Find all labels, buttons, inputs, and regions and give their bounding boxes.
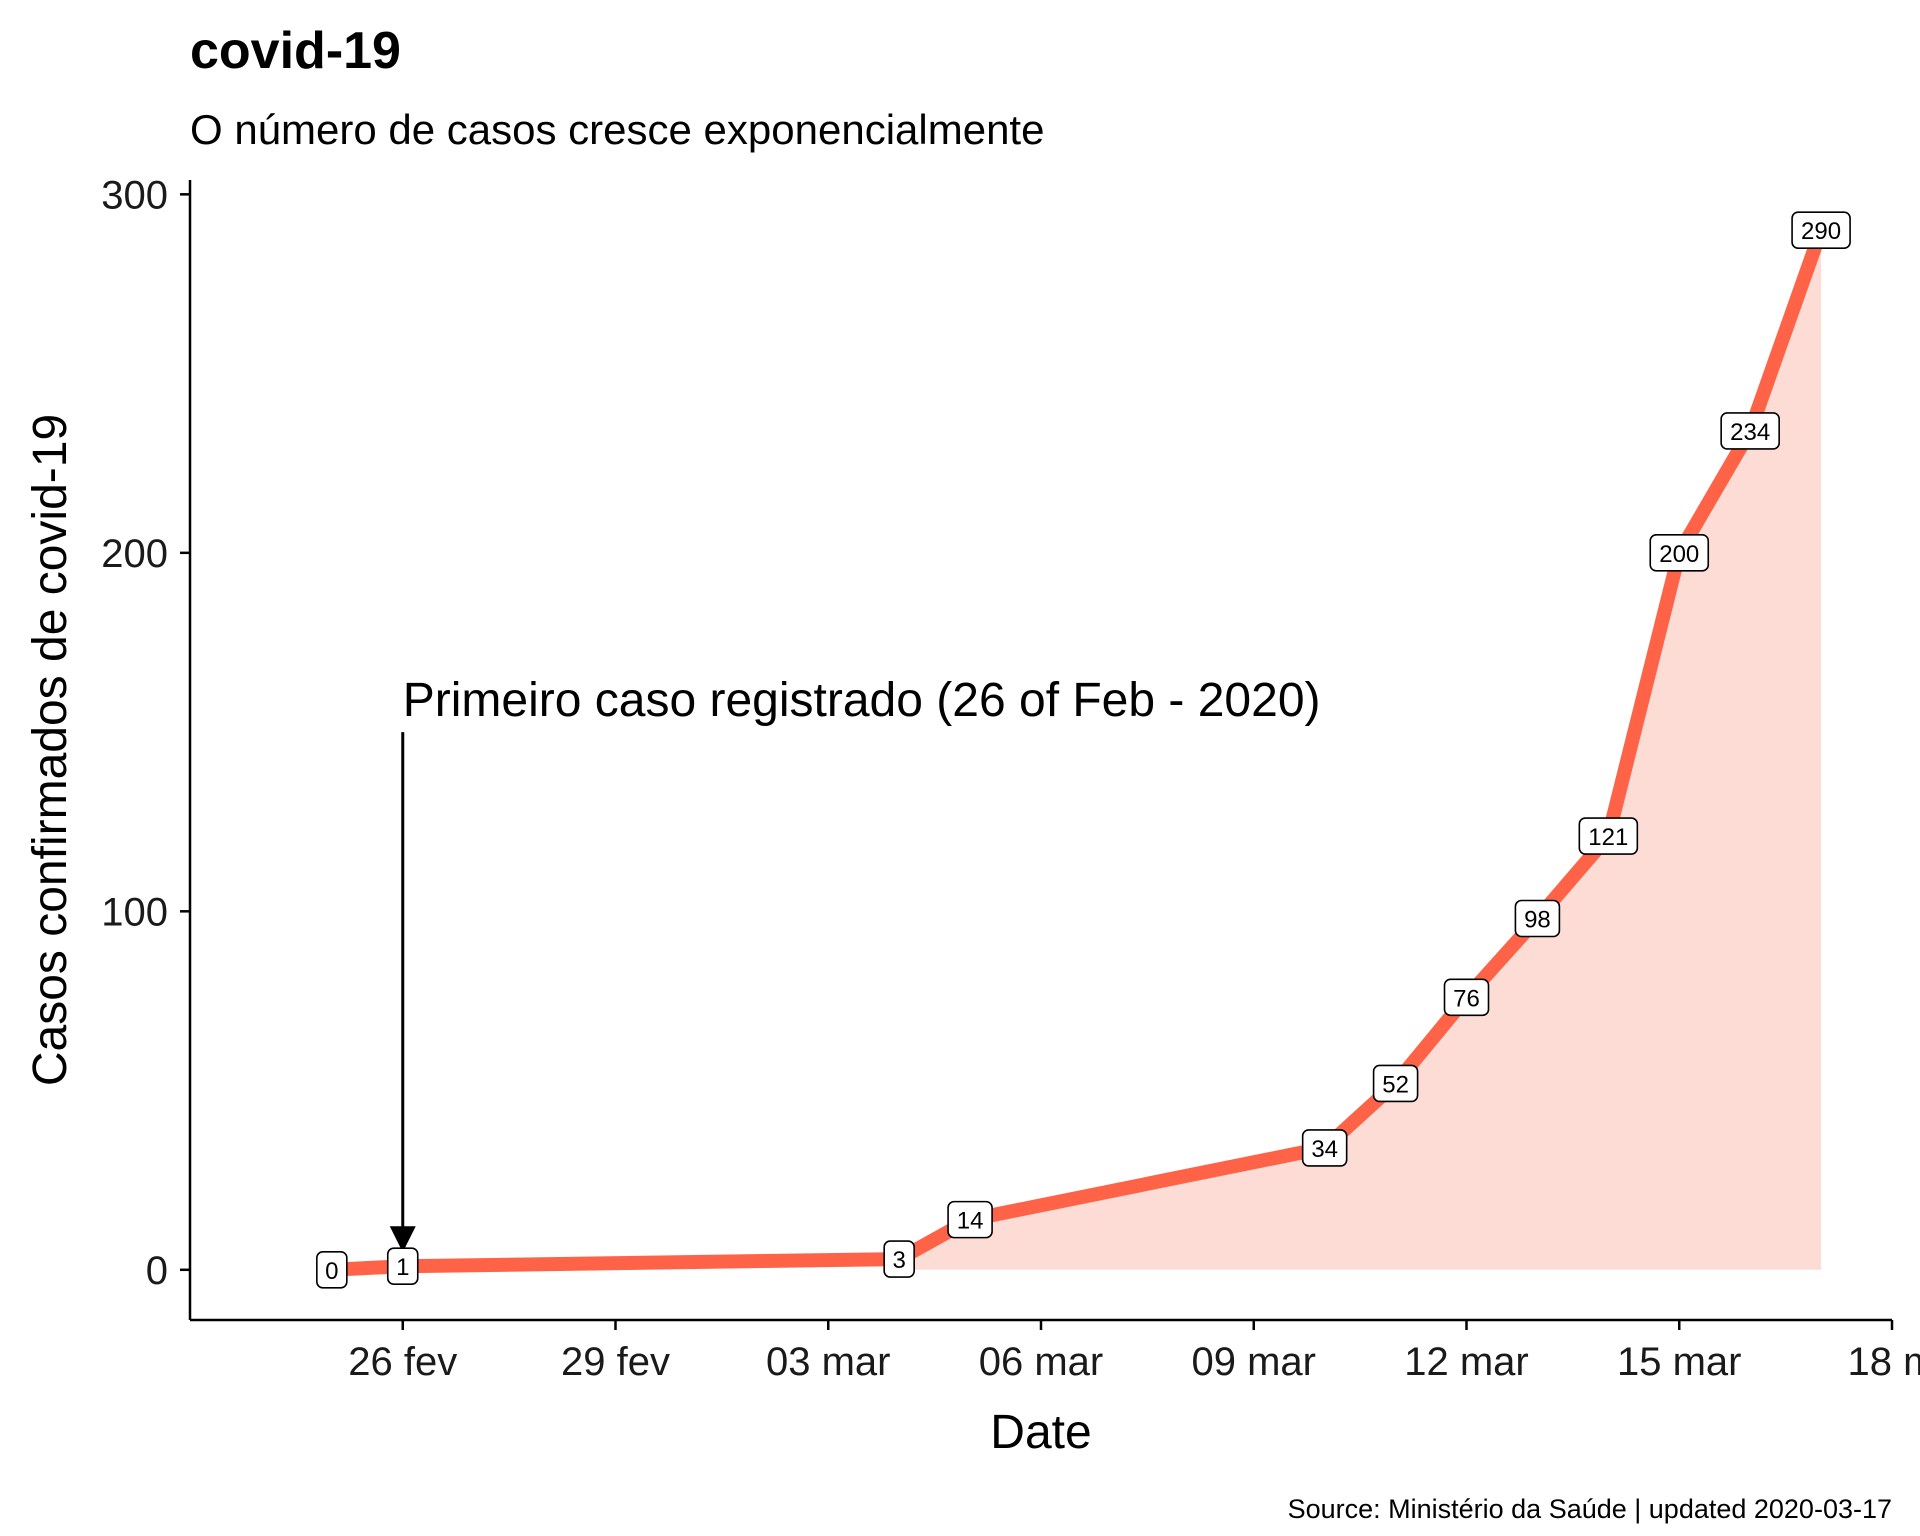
- data-label-box: [1301, 1129, 1348, 1167]
- annotation-arrow-head: [389, 1226, 416, 1253]
- annotation-text: Primeiro caso registrado (26 of Feb - 20…: [403, 674, 1321, 727]
- data-label-box: [1372, 1064, 1419, 1103]
- x-axis-ticks: 26 fev 29 fev 03 mar 06 mar 09 mar 12 mar 15 m…: [348, 1320, 1920, 1384]
- chart-caption: Source: Ministério da Saúde | updated 20…: [1288, 1494, 1892, 1524]
- y-tick-label: 200: [101, 532, 168, 576]
- x-tick-label: 15 mar: [1617, 1340, 1742, 1384]
- data-label-box: [1443, 978, 1490, 1017]
- data-label-box: [1578, 817, 1639, 855]
- axes: 0 100 200 300 26 fev 29 fev 03 mar 06 mar 09 ma…: [101, 173, 1920, 1384]
- y-tick-label: 0: [146, 1249, 168, 1293]
- y-axis-title: Casos confirmados de covid-19: [24, 414, 77, 1086]
- data-label: 234: [1730, 419, 1770, 446]
- data-labels: 0 1 3 14 34 52 76 98 121 200 234 290: [316, 211, 1851, 1289]
- series-line: [324, 223, 1829, 1277]
- data-label: 34: [1311, 1136, 1338, 1163]
- data-label: 121: [1588, 824, 1628, 851]
- data-label-box: [1649, 534, 1710, 572]
- data-label: 0: [325, 1258, 338, 1285]
- data-label-box: [316, 1251, 348, 1289]
- data-label: 98: [1524, 906, 1551, 933]
- data-label: 1: [396, 1254, 409, 1281]
- x-tick-label: 18 m: [1848, 1340, 1920, 1384]
- x-axis-title: Date: [990, 1406, 1091, 1459]
- data-label: 3: [892, 1247, 905, 1274]
- data-label: 14: [957, 1208, 984, 1235]
- chart-subtitle: O número de casos cresce exponencialment…: [190, 106, 1044, 153]
- y-tick-label: 100: [101, 890, 168, 934]
- data-label: 52: [1382, 1071, 1409, 1098]
- x-tick-label: 09 mar: [1192, 1340, 1317, 1384]
- x-tick-label: 26 fev: [348, 1340, 457, 1384]
- x-tick-label: 12 mar: [1404, 1340, 1529, 1384]
- x-tick-label: 29 fev: [561, 1340, 670, 1384]
- x-tick-label: 03 mar: [766, 1340, 891, 1384]
- data-label-box: [1514, 899, 1561, 938]
- x-tick-label: 06 mar: [979, 1340, 1104, 1384]
- data-label: 200: [1659, 541, 1699, 568]
- data-label-box: [883, 1240, 915, 1278]
- data-label-box: [1791, 211, 1851, 249]
- data-label: 76: [1453, 985, 1480, 1012]
- chart-title: covid-19: [190, 22, 401, 80]
- y-tick-label: 300: [101, 173, 168, 217]
- plot-area: Primeiro caso registrado (26 of Feb - 20…: [316, 211, 1851, 1289]
- data-label: 290: [1801, 218, 1841, 245]
- data-label-box: [1720, 412, 1780, 450]
- annotation: Primeiro caso registrado (26 of Feb - 20…: [389, 674, 1321, 1253]
- y-axis-ticks: 0 100 200 300: [101, 173, 190, 1293]
- area-fill: [899, 230, 1822, 1270]
- data-label-box: [947, 1200, 993, 1239]
- data-label-box: [386, 1247, 419, 1286]
